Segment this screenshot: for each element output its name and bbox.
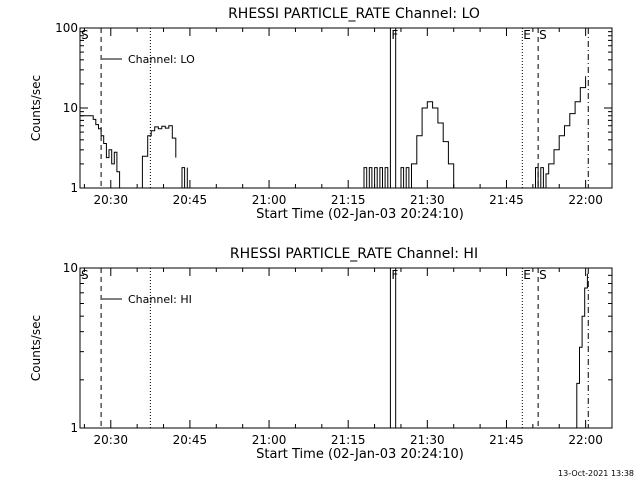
legend-label: Channel: HI [128,293,192,306]
x-axis-label: Start Time (02-Jan-03 20:24:10) [256,207,464,222]
x-tick-label: 20:30 [93,193,128,207]
series-line-segment [398,101,455,189]
hi-channel-panel: RHESSI PARTICLE_RATE Channel: HI 1 10 20:30… [29,246,613,462]
series-line-segment [180,167,188,189]
event-marker-label: S [81,268,89,282]
x-tick-label: 21:15 [331,433,366,447]
x-tick-label: 20:45 [173,193,208,207]
chart-title: RHESSI PARTICLE_RATE Channel: LO [228,6,480,22]
event-marker-label: F [391,28,398,42]
x-tick-label: 21:00 [252,433,287,447]
x-tick-label: 21:15 [331,193,366,207]
event-marker-label: E [523,268,531,282]
event-marker-label: S [81,28,89,42]
series-line-segment [532,76,587,189]
event-marker-label: E [523,28,531,42]
x-tick-label: 21:45 [489,433,524,447]
x-axis-label: Start Time (02-Jan-03 20:24:10) [256,447,464,462]
x-tick-label: 21:30 [410,433,445,447]
series-line-segment [574,273,588,429]
plot-frame [79,267,613,429]
series-line-segment [137,125,177,189]
y-tick-label: 10 [63,101,78,115]
event-marker-label: S [539,268,547,282]
y-tick-label: 1 [70,421,78,435]
y-axis-label: Counts/sec [29,75,43,141]
series-line-segment [361,167,389,189]
event-marker-label: F [391,268,398,282]
y-axis-label: Counts/sec [29,315,43,381]
y-tick-label: 100 [55,21,78,35]
x-tick-label: 21:45 [489,193,524,207]
x-tick-label: 21:00 [252,193,287,207]
series-line-segment [80,115,121,188]
x-tick-label: 20:45 [173,433,208,447]
x-tick-label: 22:00 [568,433,603,447]
generation-timestamp: 13-Oct-2021 13:38 [558,469,634,478]
legend-label: Channel: LO [128,53,195,66]
x-tick-label: 21:30 [410,193,445,207]
event-marker-label: S [539,28,547,42]
y-tick-label: 1 [70,181,78,195]
lo-channel-panel: RHESSI PARTICLE_RATE Channel: LO 1 10 100 20… [29,6,613,222]
x-tick-label: 22:00 [568,193,603,207]
x-tick-label: 20:30 [93,433,128,447]
plot-frame [79,27,613,189]
y-tick-label: 10 [63,261,78,275]
chart-title: RHESSI PARTICLE_RATE Channel: HI [230,246,478,262]
